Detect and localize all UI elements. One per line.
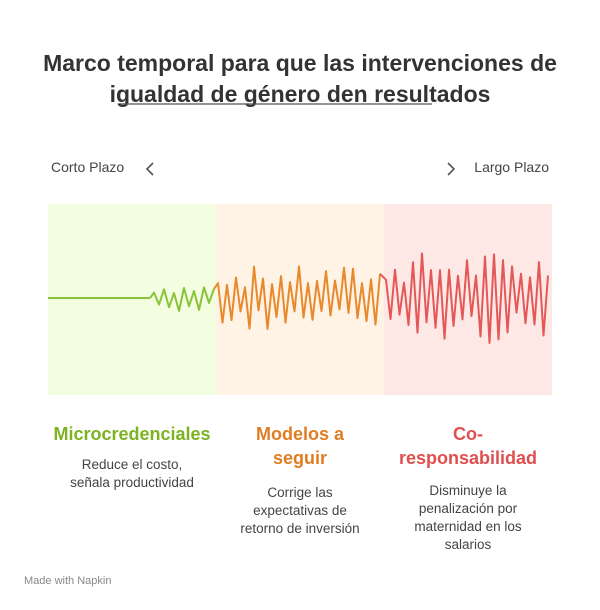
section-description: Reduce el costo, señala productividad: [48, 456, 216, 492]
section: Co- responsabilidad Disminuye la penaliz…: [384, 422, 552, 554]
title-line: Microcredenciales: [53, 424, 211, 444]
title-line: Co-: [453, 424, 483, 444]
section: Microcredenciales Reduce el costo, señal…: [48, 422, 216, 492]
title-line: responsabilidad: [398, 448, 538, 468]
wave: [213, 265, 381, 331]
desc-line: señala productividad: [70, 475, 194, 490]
title-line: igualdad de género den resultados: [109, 81, 491, 107]
wave: [149, 286, 215, 312]
title: Marco temporal para que las intervencion…: [0, 48, 600, 110]
section-title: Microcredenciales: [48, 422, 216, 446]
desc-line: Disminuye la: [429, 483, 507, 498]
section: Modelos a seguir Corrige las expectativa…: [216, 422, 384, 538]
start-label: Corto Plazo: [51, 159, 125, 175]
title-line: Marco temporal para que las intervencion…: [43, 50, 557, 76]
chevron-right: [447, 162, 456, 176]
panel-orange: [216, 204, 384, 395]
title-line: Modelos a: [255, 424, 344, 444]
section-title: Co- responsabilidad: [384, 422, 552, 470]
section-description: Disminuye la penalización por maternidad…: [384, 482, 552, 554]
desc-line: maternidad en los: [414, 519, 522, 534]
desc-line: salarios: [444, 537, 492, 552]
desc-line: Corrige las: [267, 485, 333, 500]
end-label: Largo Plazo: [474, 159, 549, 175]
section-description: Corrige las expectativas de retorno de i…: [216, 484, 384, 538]
wave: [379, 252, 549, 344]
section-title: Modelos a seguir: [216, 422, 384, 470]
footer: Made with Napkin: [24, 575, 112, 587]
panel-red: [384, 204, 552, 395]
desc-line: retorno de inversión: [240, 521, 360, 536]
chevron-left: [145, 162, 154, 176]
desc-line: Reduce el costo,: [81, 457, 183, 472]
title-line: seguir: [272, 448, 328, 468]
desc-line: expectativas de: [253, 503, 347, 518]
desc-line: penalización por: [418, 501, 518, 516]
